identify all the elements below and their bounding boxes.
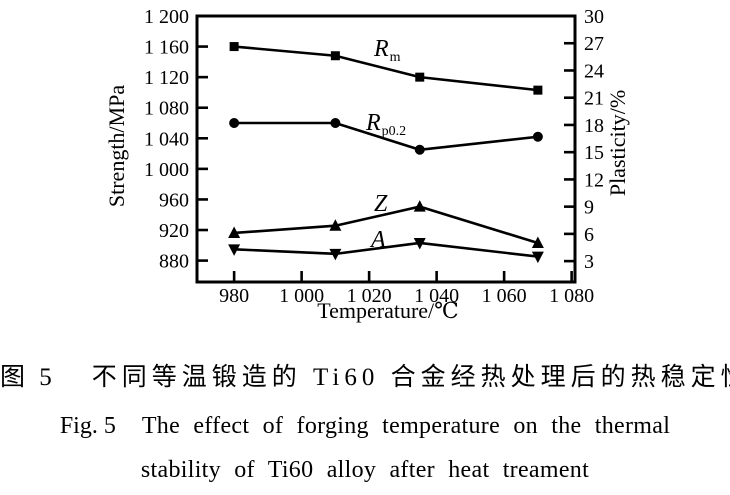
y-left-tick-label: 1 000 (144, 159, 189, 181)
y-right-tick-label: 21 (584, 88, 604, 110)
x-axis-label: Temperature/℃ (317, 298, 459, 323)
y-left-tick-label: 960 (159, 189, 189, 211)
series-line-Rm (234, 45, 539, 92)
x-tick-label: 1 000 (279, 285, 324, 307)
x-tick-label: 1 020 (347, 285, 392, 307)
series-line-A (234, 241, 539, 258)
y-axis-label-left: Strength/MPa (104, 85, 129, 207)
marker-square (229, 42, 239, 52)
y-left-tick-label: 1 160 (144, 37, 189, 59)
y-right-tick-label: 6 (584, 224, 594, 246)
marker-triangle-down (228, 244, 241, 256)
y-right-tick-label: 9 (584, 197, 594, 219)
caption-text-cn: 不同等温锻造的 Ti60 合金经热处理后的热稳定性能 (91, 364, 730, 391)
series-label-Rp0.2: Rp0.2 (365, 110, 406, 139)
x-tick-label: 980 (219, 285, 249, 307)
y-right-tick-label: 24 (584, 60, 604, 82)
marker-circle (414, 144, 425, 155)
marker-square (415, 72, 425, 82)
marker-circle (330, 118, 341, 129)
marker-square (533, 85, 543, 95)
series-label-Rm: Rm (373, 36, 401, 65)
y-left-tick-label: 920 (159, 220, 189, 242)
caption-english-line2: stability of Ti60 alloy after heat tream… (0, 457, 730, 484)
y-right-tick-label: 30 (584, 6, 604, 28)
y-left-tick-label: 1 120 (144, 67, 189, 89)
series-line-Z (234, 205, 539, 245)
series-label-Z: Z (374, 191, 388, 217)
thermal-stability-line-chart: 980 1 000 1 020 1 040 1 060 1 080 880 920 960 1 0… (104, 6, 630, 323)
caption-text-en-line1: The effect of forging temperature on the… (141, 413, 671, 439)
y-right-tick-label: 27 (584, 33, 604, 55)
y-right-tick-label: 18 (584, 115, 604, 137)
y-right-tick-label: 3 (584, 251, 594, 273)
y-right-tick-label: 15 (584, 142, 604, 164)
series-line-Rp0.2 (234, 121, 539, 152)
marker-square (330, 51, 340, 61)
y-right-tick-label: 12 (584, 169, 604, 191)
marker-circle (532, 131, 543, 142)
series-label-A: A (369, 227, 386, 253)
marker-triangle-down (413, 237, 426, 250)
caption-text-en-line2: stability of Ti60 alloy after heat tream… (140, 457, 590, 483)
marker-triangle-up (228, 226, 241, 238)
caption-chinese: 图 5 不同等温锻造的 Ti60 合金经热处理后的热稳定性能 (0, 364, 730, 392)
marker-triangle-down (329, 248, 342, 261)
marker-triangle-up (531, 236, 544, 248)
x-tick-label: 1 040 (414, 285, 459, 307)
figure-number-en: Fig. 5 (59, 413, 116, 439)
y-left-tick-label: 1 200 (144, 6, 189, 28)
plot-frame (195, 14, 577, 284)
figure-number-cn: 图 5 (0, 364, 56, 391)
y-axis-label-right: Plasticity/% (605, 90, 630, 196)
y-left-tick-label: 880 (159, 251, 189, 273)
marker-triangle-down (531, 251, 544, 264)
x-tick-label: 1 080 (549, 285, 594, 307)
y-left-tick-label: 1 040 (144, 128, 189, 150)
y-left-tick-label: 1 080 (144, 98, 189, 120)
marker-circle (229, 118, 240, 129)
caption-english-line1: Fig. 5 The effect of forging temperature … (0, 413, 730, 440)
x-tick-label: 1 060 (482, 285, 527, 307)
marker-triangle-up (329, 219, 342, 231)
marker-triangle-up (413, 200, 426, 212)
